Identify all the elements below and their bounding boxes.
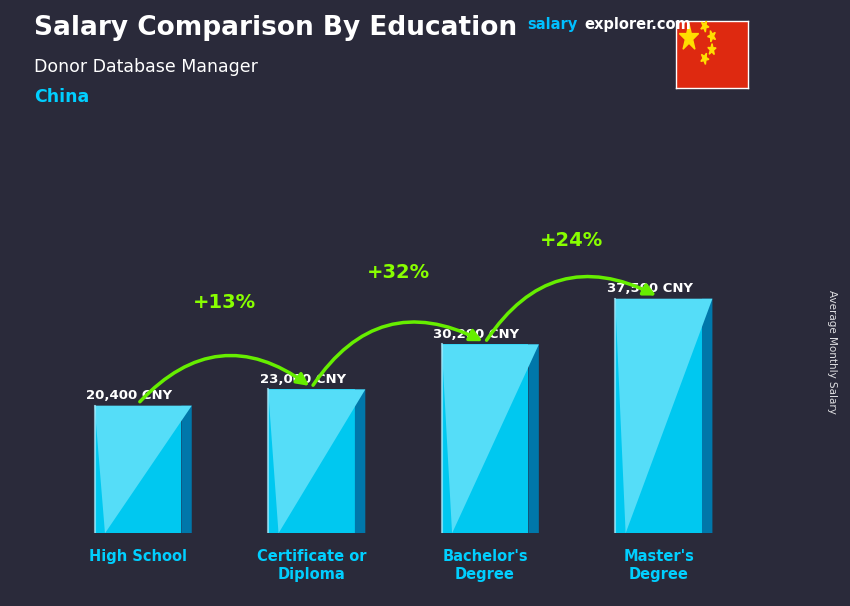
Polygon shape [181,405,192,533]
Polygon shape [442,344,539,533]
Polygon shape [268,390,366,533]
Text: salary: salary [527,17,577,32]
Text: +32%: +32% [366,262,430,282]
FancyArrowPatch shape [486,276,653,340]
Bar [94,405,181,533]
Text: explorer.com: explorer.com [585,17,692,32]
Polygon shape [94,405,192,533]
Text: 37,500 CNY: 37,500 CNY [607,282,693,295]
Bar [615,299,702,533]
Polygon shape [702,299,712,533]
Polygon shape [355,390,366,533]
Polygon shape [708,44,716,55]
Text: China: China [34,88,89,106]
Text: Average Monthly Salary: Average Monthly Salary [827,290,837,413]
Polygon shape [529,344,539,533]
Text: Donor Database Manager: Donor Database Manager [34,58,258,76]
Text: +13%: +13% [193,293,257,312]
Bar [268,390,355,533]
Polygon shape [701,21,709,32]
Bar [442,344,529,533]
Text: 20,400 CNY: 20,400 CNY [86,389,173,402]
Text: Salary Comparison By Education: Salary Comparison By Education [34,15,517,41]
Text: +24%: +24% [541,231,604,250]
Text: 30,200 CNY: 30,200 CNY [434,328,519,341]
FancyArrowPatch shape [313,322,479,385]
Text: 23,000 CNY: 23,000 CNY [260,373,346,386]
Polygon shape [701,53,709,64]
Polygon shape [615,299,712,533]
Polygon shape [679,24,699,49]
FancyArrowPatch shape [140,356,306,402]
Polygon shape [707,31,716,42]
